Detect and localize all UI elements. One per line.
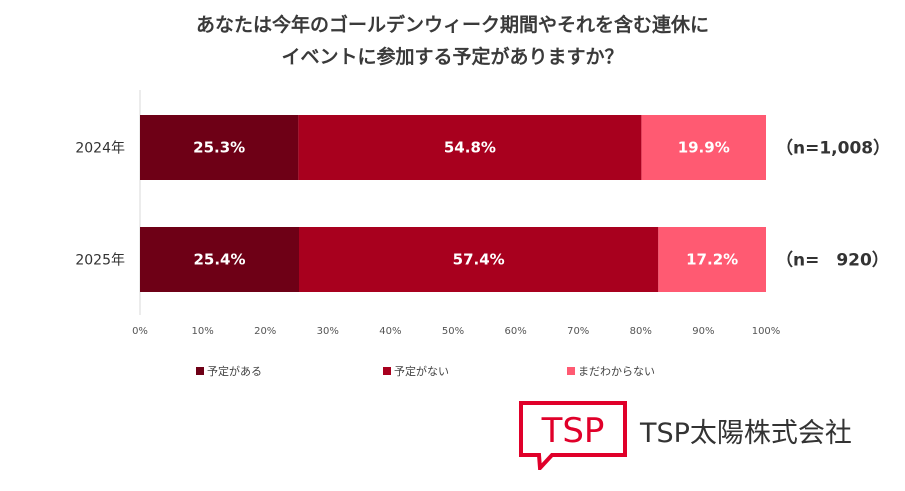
bar-value-label: 19.9% xyxy=(678,139,730,157)
x-tick-label: 30% xyxy=(317,326,339,337)
legend-label: 予定がない xyxy=(394,364,449,378)
logo-mark-text: TSP xyxy=(541,411,605,451)
bar-value-label: 17.2% xyxy=(686,251,738,269)
stacked-bar-chart: 25.3% 54.8% 19.9% 2024年 （n=1,008） 25.4% 57.4% 1… xyxy=(75,90,890,378)
bar-value-label: 25.3% xyxy=(193,139,245,157)
chart-title-line-2: イベントに参加する予定がありますか？ xyxy=(281,46,624,68)
x-tick-label: 50% xyxy=(442,326,464,337)
company-name: TSP太陽株式会社 xyxy=(640,418,852,449)
legend-swatch xyxy=(567,367,575,375)
x-tick-label: 40% xyxy=(379,326,401,337)
bar-segment xyxy=(299,227,659,292)
sample-size-label: （n=1,008） xyxy=(776,138,890,159)
legend-swatch xyxy=(383,367,391,375)
bar-segment xyxy=(140,227,300,292)
x-tick-label: 100% xyxy=(752,326,781,337)
x-tick-label: 60% xyxy=(504,326,526,337)
legend-label: 予定がある xyxy=(207,364,262,378)
bar-segment xyxy=(298,115,642,180)
bar-value-label: 25.4% xyxy=(193,251,245,269)
bar-segment xyxy=(641,115,766,180)
bar-value-label: 54.8% xyxy=(444,139,496,157)
category-label: 2024年 xyxy=(75,141,125,157)
category-label: 2025年 xyxy=(75,253,125,269)
company-logo: TSP TSP太陽株式会社 xyxy=(518,400,868,473)
x-tick-label: 80% xyxy=(630,326,652,337)
chart-title-line-1: あなたは今年のゴールデンウィーク期間やそれを含む連休に xyxy=(195,14,709,36)
sample-size-label: （n= 920） xyxy=(776,250,889,271)
bar-segment xyxy=(140,115,299,180)
legend-label: まだわからない xyxy=(578,365,655,378)
bar-segment xyxy=(658,227,766,292)
x-tick-label: 10% xyxy=(191,326,213,337)
x-tick-label: 20% xyxy=(254,326,276,337)
bar-value-label: 57.4% xyxy=(453,251,505,269)
x-tick-label: 90% xyxy=(692,326,714,337)
legend-swatch xyxy=(196,367,204,375)
x-tick-label: 70% xyxy=(567,326,589,337)
x-tick-label: 0% xyxy=(132,326,148,337)
tsp-logo-mark: TSP xyxy=(519,401,627,473)
